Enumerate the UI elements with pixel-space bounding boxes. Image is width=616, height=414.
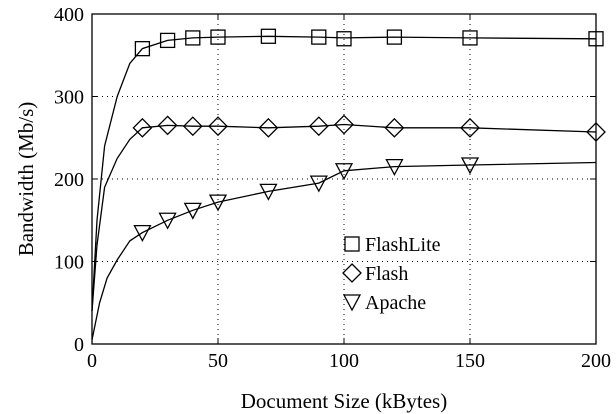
y-tick-label: 100: [54, 252, 84, 274]
data-point-flashlite: [336, 31, 352, 47]
series-line-flash: [91, 123, 597, 312]
y-tick-label: 300: [54, 87, 84, 109]
y-tick-label: 200: [54, 169, 84, 191]
data-point-apache: [259, 183, 278, 201]
x-axis-label: Document Size (kBytes): [241, 389, 447, 413]
x-tick-label: 100: [329, 350, 359, 372]
legend-marker-flash: [342, 263, 362, 283]
data-point-apache: [334, 163, 354, 181]
legend-label-flashlite: FlashLite: [365, 234, 441, 256]
data-point-flashlite: [462, 30, 478, 46]
data-point-flash: [308, 116, 329, 137]
grid-lines: [92, 14, 596, 344]
y-tick-label: 0: [74, 334, 84, 356]
series-line-apache: [91, 161, 597, 341]
data-point-apache: [208, 194, 228, 212]
legend: FlashLite Flash Apache: [342, 234, 441, 314]
data-point-apache: [133, 224, 152, 243]
x-tick-label: 150: [455, 350, 485, 372]
axis-ticks: 0 50 100 150 200 0 100 200 300 400: [54, 4, 611, 372]
y-tick-label: 400: [54, 4, 84, 26]
data-point-flashlite: [210, 29, 226, 45]
data-point-flashlite: [159, 32, 176, 49]
series-markers: [132, 28, 606, 243]
data-point-flashlite: [311, 29, 327, 45]
data-point-apache: [460, 157, 480, 175]
data-point-flashlite: [134, 41, 151, 57]
data-point-flashlite: [260, 28, 277, 44]
legend-label-flash: Flash: [365, 263, 408, 285]
data-point-flashlite: [185, 30, 201, 46]
data-point-apache: [183, 202, 202, 220]
legend-marker-flashlite: [344, 236, 360, 252]
x-tick-label: 50: [208, 350, 228, 372]
series-lines: [91, 35, 597, 341]
data-point-flash: [132, 117, 153, 138]
x-tick-label: 200: [581, 350, 611, 372]
legend-label-apache: Apache: [365, 292, 426, 314]
data-point-flash: [208, 116, 228, 137]
data-point-flash: [334, 114, 354, 135]
data-point-flash: [182, 116, 203, 137]
data-point-flashlite: [386, 29, 403, 45]
data-point-flash: [258, 117, 279, 138]
data-point-flash: [384, 117, 405, 138]
series-line-flashlite: [91, 35, 597, 312]
data-point-flash: [460, 117, 480, 138]
y-axis-label: Bandwidth (Mb/s): [14, 102, 38, 257]
x-tick-label: 0: [87, 350, 97, 372]
data-point-flash: [157, 115, 178, 136]
data-point-apache: [385, 158, 404, 177]
data-point-apache: [309, 175, 328, 193]
legend-marker-apache: [342, 294, 362, 312]
data-point-apache: [158, 212, 177, 230]
